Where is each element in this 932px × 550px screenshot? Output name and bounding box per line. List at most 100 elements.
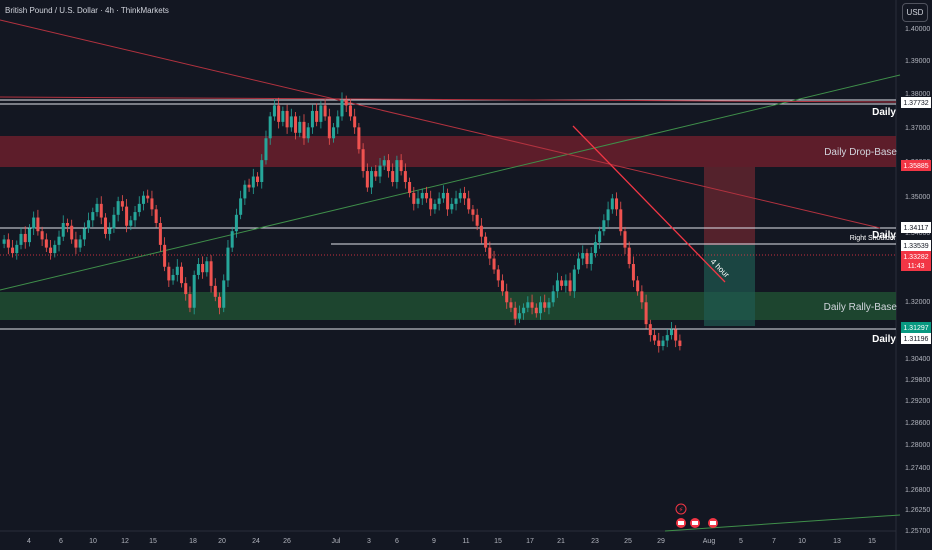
x-tick-label: 15 xyxy=(494,538,502,545)
candle xyxy=(108,222,112,241)
y-tick-label: 1.28000 xyxy=(905,442,930,449)
svg-text:1.35885: 1.35885 xyxy=(903,163,928,170)
candle xyxy=(615,192,619,216)
candle xyxy=(391,163,395,187)
candle xyxy=(247,178,251,192)
candle xyxy=(15,240,19,260)
candle xyxy=(522,303,526,320)
candle xyxy=(450,197,454,214)
red-trend-line[interactable] xyxy=(0,19,881,229)
x-tick-label: Jul xyxy=(332,538,341,545)
lightning-event-icon[interactable]: ⚡ xyxy=(675,503,687,515)
candle xyxy=(327,108,331,145)
candle xyxy=(433,199,437,214)
candle xyxy=(298,115,302,138)
candle xyxy=(70,219,74,244)
candle xyxy=(196,257,200,280)
candle xyxy=(412,186,416,211)
y-tick-label: 1.29200 xyxy=(905,398,930,405)
candle xyxy=(2,235,6,249)
price-tag-right-shoulder: 1.33539 xyxy=(901,240,931,251)
candle xyxy=(399,154,403,176)
candle xyxy=(65,218,69,233)
candle xyxy=(475,208,479,231)
candle xyxy=(154,204,158,228)
candle xyxy=(644,294,648,329)
candle xyxy=(653,329,657,345)
candle xyxy=(315,103,319,127)
daily-label-top: Daily xyxy=(872,107,896,118)
candle xyxy=(61,215,65,242)
x-tick-label: 15 xyxy=(149,538,157,545)
candle xyxy=(471,204,475,222)
candle xyxy=(268,112,272,145)
flag-event-icon-2[interactable] xyxy=(690,518,700,528)
svg-text:⚡: ⚡ xyxy=(679,506,684,514)
candle xyxy=(357,122,361,154)
x-tick-label: 26 xyxy=(283,538,291,545)
y-tick-label: 1.39000 xyxy=(905,58,930,65)
bottom-green-line[interactable] xyxy=(664,514,901,532)
y-tick-label: 1.40000 xyxy=(905,26,930,33)
candle xyxy=(289,108,293,132)
flag-event-icon-1[interactable] xyxy=(676,518,686,528)
rally-base-zone[interactable] xyxy=(0,292,896,320)
chart-title: British Pound / U.S. Dollar · 4h · Think… xyxy=(5,6,169,15)
svg-text:1.34117: 1.34117 xyxy=(904,225,929,232)
candle xyxy=(585,248,589,269)
daily-label-mid: Daily xyxy=(872,230,896,241)
four-hour-trend-line[interactable] xyxy=(572,125,726,283)
red-flat-line[interactable] xyxy=(0,96,897,103)
candle xyxy=(239,190,243,220)
time-axis[interactable]: 4 6 10 12 15 18 20 24 26 Jul 3 6 9 11 15 17 21 23 25 29 Aug 5… xyxy=(27,538,876,545)
candle xyxy=(112,207,116,233)
candle xyxy=(150,190,154,216)
candle xyxy=(179,262,184,288)
x-tick-label: 9 xyxy=(432,538,436,545)
candle xyxy=(488,241,492,266)
candle xyxy=(353,108,357,134)
candle xyxy=(602,214,606,236)
x-tick-label: Aug xyxy=(703,538,716,545)
candle xyxy=(213,278,217,302)
candle xyxy=(188,286,192,313)
price-tag-daily-bottom: 1.31196 xyxy=(901,333,931,344)
candle xyxy=(281,106,285,127)
candle xyxy=(467,190,471,214)
candle xyxy=(226,239,230,287)
drop-base-zone[interactable] xyxy=(0,136,896,167)
right-shoulder-label: Right Shoulder xyxy=(850,235,897,242)
candle xyxy=(509,297,513,313)
candle xyxy=(91,207,95,227)
x-tick-label: 6 xyxy=(59,538,63,545)
candle xyxy=(137,196,141,217)
y-tick-label: 1.37000 xyxy=(905,125,930,132)
candle xyxy=(496,265,500,287)
candle xyxy=(378,157,382,184)
candle xyxy=(484,232,488,252)
x-tick-label: 5 xyxy=(739,538,743,545)
candle xyxy=(40,226,44,246)
green-trend-line[interactable] xyxy=(0,74,901,291)
x-tick-label: 11 xyxy=(462,538,469,545)
price-tag-daily-mid: 1.34117 xyxy=(901,222,931,233)
x-tick-label: 6 xyxy=(395,538,399,545)
position-target-box[interactable] xyxy=(704,245,755,326)
candle xyxy=(479,218,483,244)
candle xyxy=(589,247,593,271)
candle xyxy=(74,231,78,255)
candle xyxy=(44,233,48,252)
candle xyxy=(167,262,171,287)
candle xyxy=(32,211,36,236)
candle xyxy=(462,186,466,205)
y-tick-label: 1.28600 xyxy=(905,420,930,427)
candle xyxy=(201,256,205,279)
currency-button[interactable]: USD xyxy=(902,3,928,22)
position-risk-box[interactable] xyxy=(704,167,755,245)
candle xyxy=(27,224,31,247)
flag-event-icon-3[interactable] xyxy=(708,518,718,528)
candle xyxy=(560,276,564,291)
candle xyxy=(6,233,10,255)
svg-text:1.31297: 1.31297 xyxy=(903,325,928,332)
